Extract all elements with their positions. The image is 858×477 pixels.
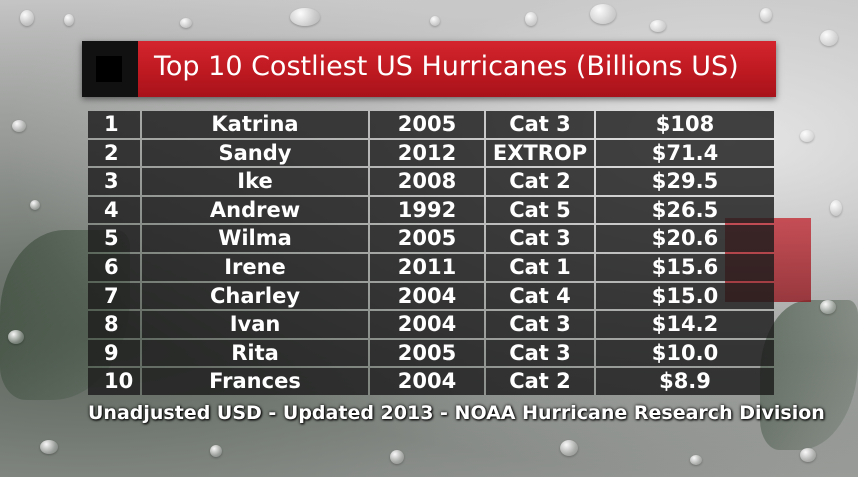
name-cell: Ivan (142, 311, 368, 338)
raindrop (760, 8, 772, 22)
year-cell: 2012 (370, 139, 484, 167)
cost-cell: $71.4 (596, 139, 774, 167)
table-row: 4 Andrew 1992 Cat 5 $26.5 (88, 196, 774, 225)
cost-cell: $20.6 (596, 225, 774, 252)
year-cell: 1992 (370, 196, 484, 224)
raindrop (30, 200, 40, 210)
rank-cell: 7 (88, 282, 140, 310)
raindrop (20, 10, 34, 26)
raindrop (525, 12, 537, 26)
table-row: 3 Ike 2008 Cat 2 $29.5 (88, 167, 774, 196)
title-banner: Top 10 Costliest US Hurricanes (Billions… (82, 41, 776, 97)
rank-cell: 1 (88, 111, 140, 138)
category-cell: Cat 3 (486, 339, 594, 367)
title-bar: Top 10 Costliest US Hurricanes (Billions… (138, 41, 776, 97)
logo-square-icon (96, 56, 122, 82)
raindrop (430, 16, 440, 26)
year-cell: 2004 (370, 282, 484, 310)
year-cell: 2004 (370, 368, 484, 395)
raindrop (830, 200, 842, 216)
raindrop (800, 448, 816, 462)
source-note: Unadjusted USD - Updated 2013 - NOAA Hur… (88, 402, 825, 424)
name-cell: Katrina (142, 111, 368, 138)
rank-cell: 3 (88, 168, 140, 195)
rank-cell: 8 (88, 311, 140, 338)
raindrop (12, 120, 26, 132)
cost-cell: $8.9 (596, 368, 774, 395)
raindrop (820, 30, 838, 46)
raindrop (690, 455, 702, 465)
chart-title: Top 10 Costliest US Hurricanes (Billions… (154, 51, 739, 82)
cost-cell: $108 (596, 111, 774, 138)
year-cell: 2005 (370, 339, 484, 367)
year-cell: 2011 (370, 253, 484, 281)
table-row: 10 Frances 2004 Cat 2 $8.9 (88, 367, 774, 396)
table-row: 5 Wilma 2005 Cat 3 $20.6 (88, 224, 774, 253)
category-cell: EXTROP (486, 139, 594, 167)
palm-leaf-decoration (760, 300, 858, 450)
raindrop (590, 4, 616, 24)
rank-cell: 2 (88, 139, 140, 167)
category-cell: Cat 3 (486, 225, 594, 252)
raindrop (64, 14, 74, 26)
category-cell: Cat 2 (486, 368, 594, 395)
cost-cell: $15.0 (596, 282, 774, 310)
year-cell: 2004 (370, 311, 484, 338)
year-cell: 2008 (370, 168, 484, 195)
raindrop (650, 20, 666, 32)
name-cell: Andrew (142, 196, 368, 224)
table-row: 9 Rita 2005 Cat 3 $10.0 (88, 339, 774, 368)
category-cell: Cat 5 (486, 196, 594, 224)
raindrop (210, 445, 222, 457)
rank-cell: 4 (88, 196, 140, 224)
raindrop (800, 130, 814, 142)
rank-cell: 6 (88, 253, 140, 281)
cost-cell: $26.5 (596, 196, 774, 224)
table-row: 2 Sandy 2012 EXTROP $71.4 (88, 139, 774, 168)
name-cell: Wilma (142, 225, 368, 252)
raindrop (560, 440, 578, 456)
cost-cell: $29.5 (596, 168, 774, 195)
category-cell: Cat 1 (486, 253, 594, 281)
name-cell: Rita (142, 339, 368, 367)
name-cell: Sandy (142, 139, 368, 167)
rank-cell: 9 (88, 339, 140, 367)
table-row: 6 Irene 2011 Cat 1 $15.6 (88, 253, 774, 282)
table-row: 1 Katrina 2005 Cat 3 $108 (88, 110, 774, 139)
rank-cell: 5 (88, 225, 140, 252)
raindrop (820, 300, 836, 314)
name-cell: Ike (142, 168, 368, 195)
name-cell: Frances (142, 368, 368, 395)
table-row: 8 Ivan 2004 Cat 3 $14.2 (88, 310, 774, 339)
cost-cell: $10.0 (596, 339, 774, 367)
category-cell: Cat 2 (486, 168, 594, 195)
category-cell: Cat 4 (486, 282, 594, 310)
year-cell: 2005 (370, 111, 484, 138)
rank-cell: 10 (88, 368, 140, 395)
raindrop (290, 8, 320, 26)
category-cell: Cat 3 (486, 311, 594, 338)
hurricane-table: 1 Katrina 2005 Cat 3 $108 2 Sandy 2012 EXTROP $71… (88, 110, 774, 396)
raindrop (40, 440, 58, 454)
name-cell: Charley (142, 282, 368, 310)
year-cell: 2005 (370, 225, 484, 252)
raindrop (8, 330, 24, 344)
cost-cell: $14.2 (596, 311, 774, 338)
raindrop (180, 18, 192, 28)
cost-cell: $15.6 (596, 253, 774, 281)
table-row: 7 Charley 2004 Cat 4 $15.0 (88, 282, 774, 311)
category-cell: Cat 3 (486, 111, 594, 138)
name-cell: Irene (142, 253, 368, 281)
raindrop (390, 450, 404, 464)
